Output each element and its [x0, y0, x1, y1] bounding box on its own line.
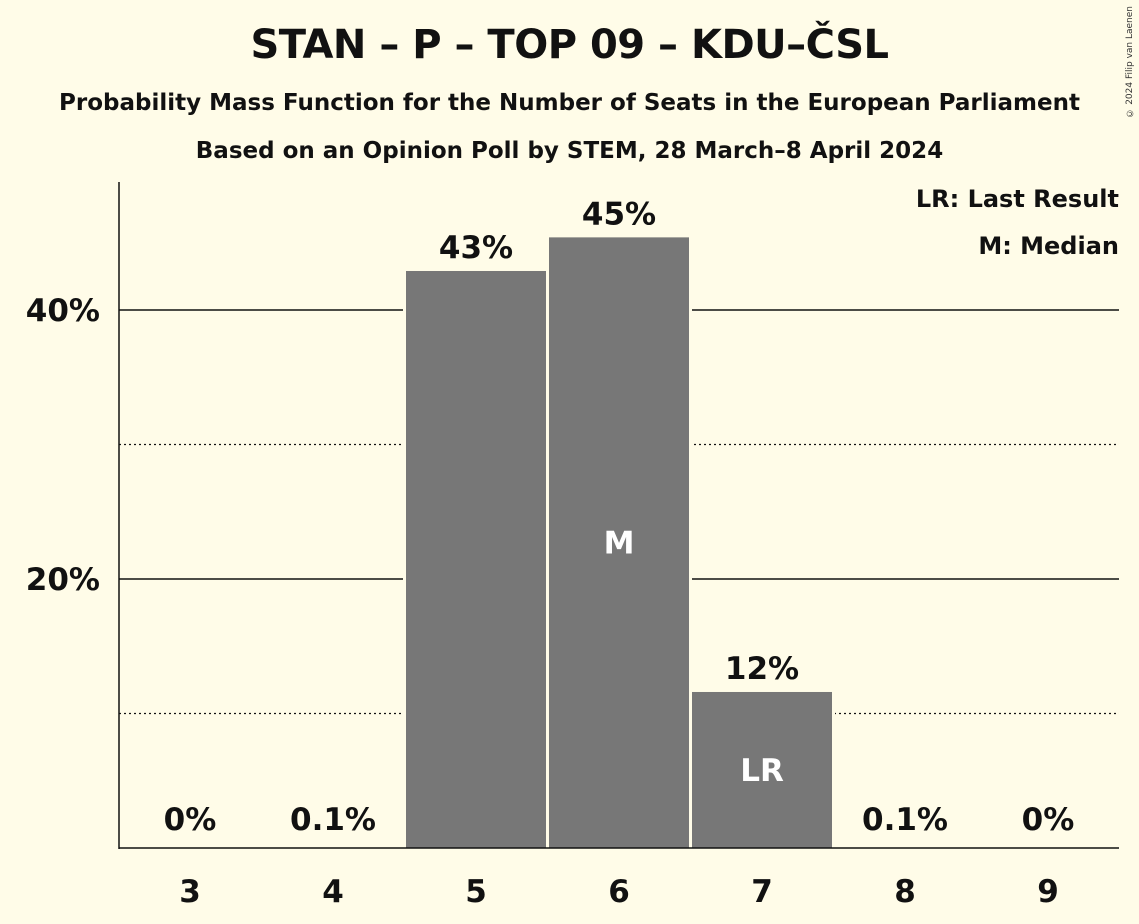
bar	[549, 237, 689, 848]
legend-last-result: LR: Last Result	[915, 185, 1119, 213]
data-label: 45%	[582, 196, 656, 232]
bar-marker-label: M	[604, 526, 635, 562]
x-tick-label: 8	[894, 874, 916, 910]
bar	[692, 691, 832, 848]
x-tick-label: 5	[465, 874, 487, 910]
data-label: 43%	[439, 230, 513, 266]
x-tick-label: 4	[322, 874, 344, 910]
bar	[406, 270, 546, 848]
data-label: 0%	[1022, 802, 1075, 838]
chart-source: Based on an Opinion Poll by STEM, 28 Mar…	[195, 138, 944, 164]
y-tick-label: 20%	[26, 562, 100, 598]
bar-marker-label: LR	[740, 753, 784, 789]
data-label: 0.1%	[290, 802, 376, 838]
chart-title: STAN – P – TOP 09 – KDU–ČSL	[250, 22, 889, 68]
chart-subtitle: Probability Mass Function for the Number…	[59, 90, 1080, 116]
data-label: 0%	[164, 802, 217, 838]
data-label: 0.1%	[862, 802, 948, 838]
y-tick-label: 40%	[26, 293, 100, 329]
legend-median: M: Median	[978, 232, 1119, 260]
x-tick-label: 7	[751, 874, 773, 910]
x-tick-label: 6	[608, 874, 630, 910]
data-label: 12%	[725, 651, 799, 687]
x-tick-label: 9	[1037, 874, 1059, 910]
x-tick-label: 3	[179, 874, 201, 910]
